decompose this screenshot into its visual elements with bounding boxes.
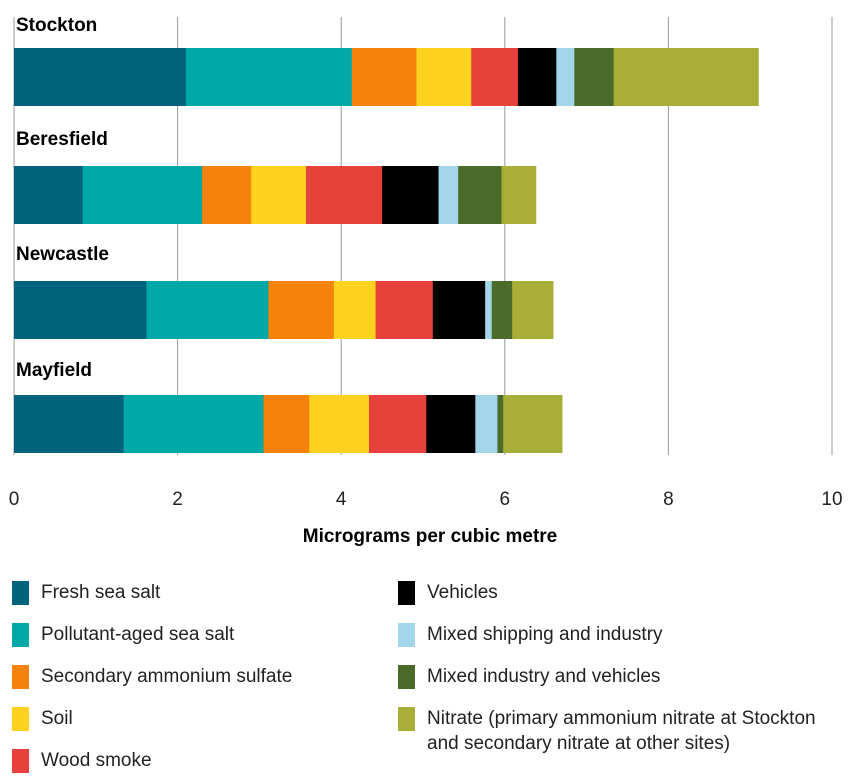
bar-segment <box>556 48 575 106</box>
legend-swatch <box>398 623 415 647</box>
legend-swatch <box>12 749 29 773</box>
bar-segment <box>333 281 376 339</box>
legend-item: Secondary ammonium sulfate <box>12 664 372 689</box>
legend-swatch <box>398 665 415 689</box>
bar-segment <box>375 281 434 339</box>
bar-segment <box>432 281 486 339</box>
legend-item: Wood smoke <box>12 748 372 773</box>
x-tick-label: 2 <box>172 489 183 510</box>
bar-segment <box>438 166 459 224</box>
bar-segment <box>309 395 370 453</box>
bar-segment <box>202 166 252 224</box>
bar-segment <box>14 281 147 339</box>
bar-segment <box>369 395 427 453</box>
bar-segment <box>251 166 307 224</box>
category-label: Newcastle <box>16 244 109 265</box>
bars <box>14 48 759 453</box>
bar-segment <box>471 48 519 106</box>
legend-label: Mixed industry and vehicles <box>427 666 661 687</box>
bar-segment <box>185 48 353 106</box>
legend-label: Secondary ammonium sulfate <box>41 666 293 687</box>
category-label: Stockton <box>16 15 97 36</box>
bar-segment <box>146 281 269 339</box>
legend-item: Vehicles <box>398 580 838 605</box>
bar-segment <box>416 48 472 106</box>
legend-swatch <box>12 623 29 647</box>
x-tick-label: 0 <box>9 489 20 510</box>
bar-segment <box>263 395 310 453</box>
bar-segment <box>517 48 557 106</box>
legend-label: Nitrate (primary ammonium nitrate at Sto… <box>427 708 816 754</box>
bar-segment <box>14 166 84 224</box>
bar-segment <box>306 166 383 224</box>
x-tick-labels: 0 2 4 6 8 10 <box>9 489 843 510</box>
bar-segment <box>574 48 614 106</box>
legend-item: Pollutant-aged sea salt <box>12 622 372 647</box>
legend-item: Fresh sea salt <box>12 580 372 605</box>
category-label: Beresfield <box>16 129 108 150</box>
legend-label: Wood smoke <box>41 750 152 771</box>
category-labels: Stockton Beresfield Newcastle Mayfield <box>16 15 109 381</box>
bar-segment <box>382 166 439 224</box>
x-axis-title: Micrograms per cubic metre <box>303 526 557 547</box>
bar-segment <box>426 395 476 453</box>
category-label: Mayfield <box>16 360 92 381</box>
legend-label: Fresh sea salt <box>41 582 161 603</box>
bar-segment <box>512 281 554 339</box>
bar-segment <box>503 395 563 453</box>
bar-segment <box>485 281 493 339</box>
bar-segment <box>491 281 513 339</box>
legend-swatch <box>398 581 415 605</box>
bar-segment <box>123 395 264 453</box>
legend-item: Mixed industry and vehicles <box>398 664 838 689</box>
legend-label: Soil <box>41 708 73 729</box>
stacked-bar-chart: Stockton Beresfield Newcastle Mayfield 0 2 4 6… <box>9 15 843 547</box>
legend-swatch <box>12 665 29 689</box>
x-tick-label: 4 <box>336 489 347 510</box>
legend-label: Vehicles <box>427 582 498 603</box>
legend-swatch <box>398 707 415 731</box>
bar-segment <box>501 166 537 224</box>
bar-segment <box>475 395 498 453</box>
legend-swatch <box>12 707 29 731</box>
legend-item: Soil <box>12 706 372 731</box>
bar-segment <box>351 48 417 106</box>
legend-item: Mixed shipping and industry <box>398 622 838 647</box>
bar-segment <box>613 48 759 106</box>
legend-label: Mixed shipping and industry <box>427 624 663 645</box>
x-tick-label: 10 <box>821 489 842 510</box>
legend-swatch <box>12 581 29 605</box>
bar-segment <box>14 395 125 453</box>
legend-label: Pollutant-aged sea salt <box>41 624 235 645</box>
x-tick-label: 6 <box>500 489 511 510</box>
bar-segment <box>268 281 335 339</box>
bar-segment <box>458 166 502 224</box>
bar-segment <box>14 48 187 106</box>
x-tick-label: 8 <box>663 489 674 510</box>
bar-segment <box>82 166 203 224</box>
bar-segment <box>497 395 504 453</box>
legend-item: Nitrate (primary ammonium nitrate at Sto… <box>398 706 838 756</box>
